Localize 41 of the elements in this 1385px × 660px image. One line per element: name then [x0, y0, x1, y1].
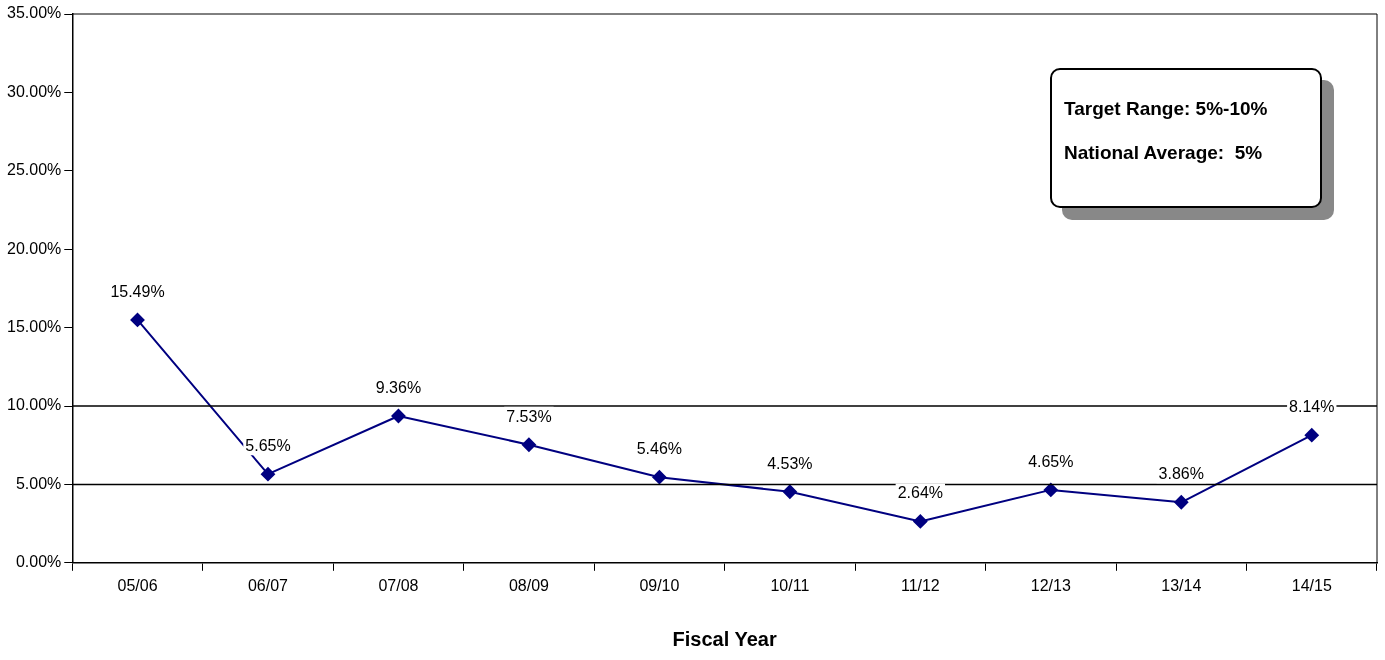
- x-tick-label: 11/12: [900, 576, 940, 594]
- y-tick-label: 35.00%: [7, 4, 62, 22]
- y-tick-label: 25.00%: [7, 161, 62, 179]
- y-tick-label: 0.00%: [15, 553, 62, 571]
- annotation: Target Range: 5%-10%: [1064, 98, 1269, 120]
- data-label: 5.46%: [636, 440, 683, 458]
- point: [521, 437, 536, 452]
- data-label: 2.64%: [897, 484, 944, 502]
- x-tick-label: 13/14: [1161, 576, 1202, 594]
- x-tick-label: 10/11: [770, 576, 810, 594]
- x-tick-label: 05/06: [117, 576, 158, 594]
- x-tick-label: 07/08: [378, 576, 419, 594]
- x-tick-label: 09/10: [639, 576, 680, 594]
- data-label: 8.14%: [1289, 398, 1335, 416]
- point: [1304, 428, 1319, 443]
- point: [1043, 482, 1058, 497]
- x-tick-label: 12/13: [1030, 576, 1071, 594]
- y-tick-label: 30.00%: [7, 82, 62, 100]
- data-label: 4.65%: [1028, 452, 1074, 470]
- point: [130, 312, 145, 327]
- y-tick-label: 5.00%: [15, 474, 62, 492]
- point: [652, 470, 667, 485]
- data-label: 7.53%: [506, 407, 552, 425]
- y-tick-label: 20.00%: [7, 239, 62, 257]
- data-label: 3.86%: [1158, 465, 1204, 483]
- point: [913, 514, 928, 529]
- x-tick-label: 06/07: [247, 576, 289, 594]
- x-axis-title: Fiscal Year: [672, 627, 777, 650]
- data-label: 15.49%: [110, 282, 165, 300]
- point: [1174, 495, 1189, 510]
- point: [391, 409, 406, 424]
- y-tick-label: 10.00%: [7, 396, 62, 414]
- data-label: 4.53%: [767, 454, 813, 472]
- y-tick-label: 15.00%: [7, 318, 62, 336]
- annotation: National Average: 5%: [1064, 142, 1264, 164]
- x-tick-label: 08/09: [508, 576, 550, 594]
- data-label: 9.36%: [375, 379, 422, 397]
- point: [782, 484, 797, 499]
- data-label: 5.65%: [245, 437, 291, 455]
- point: [260, 467, 275, 482]
- x-tick-label: 14/15: [1291, 576, 1332, 594]
